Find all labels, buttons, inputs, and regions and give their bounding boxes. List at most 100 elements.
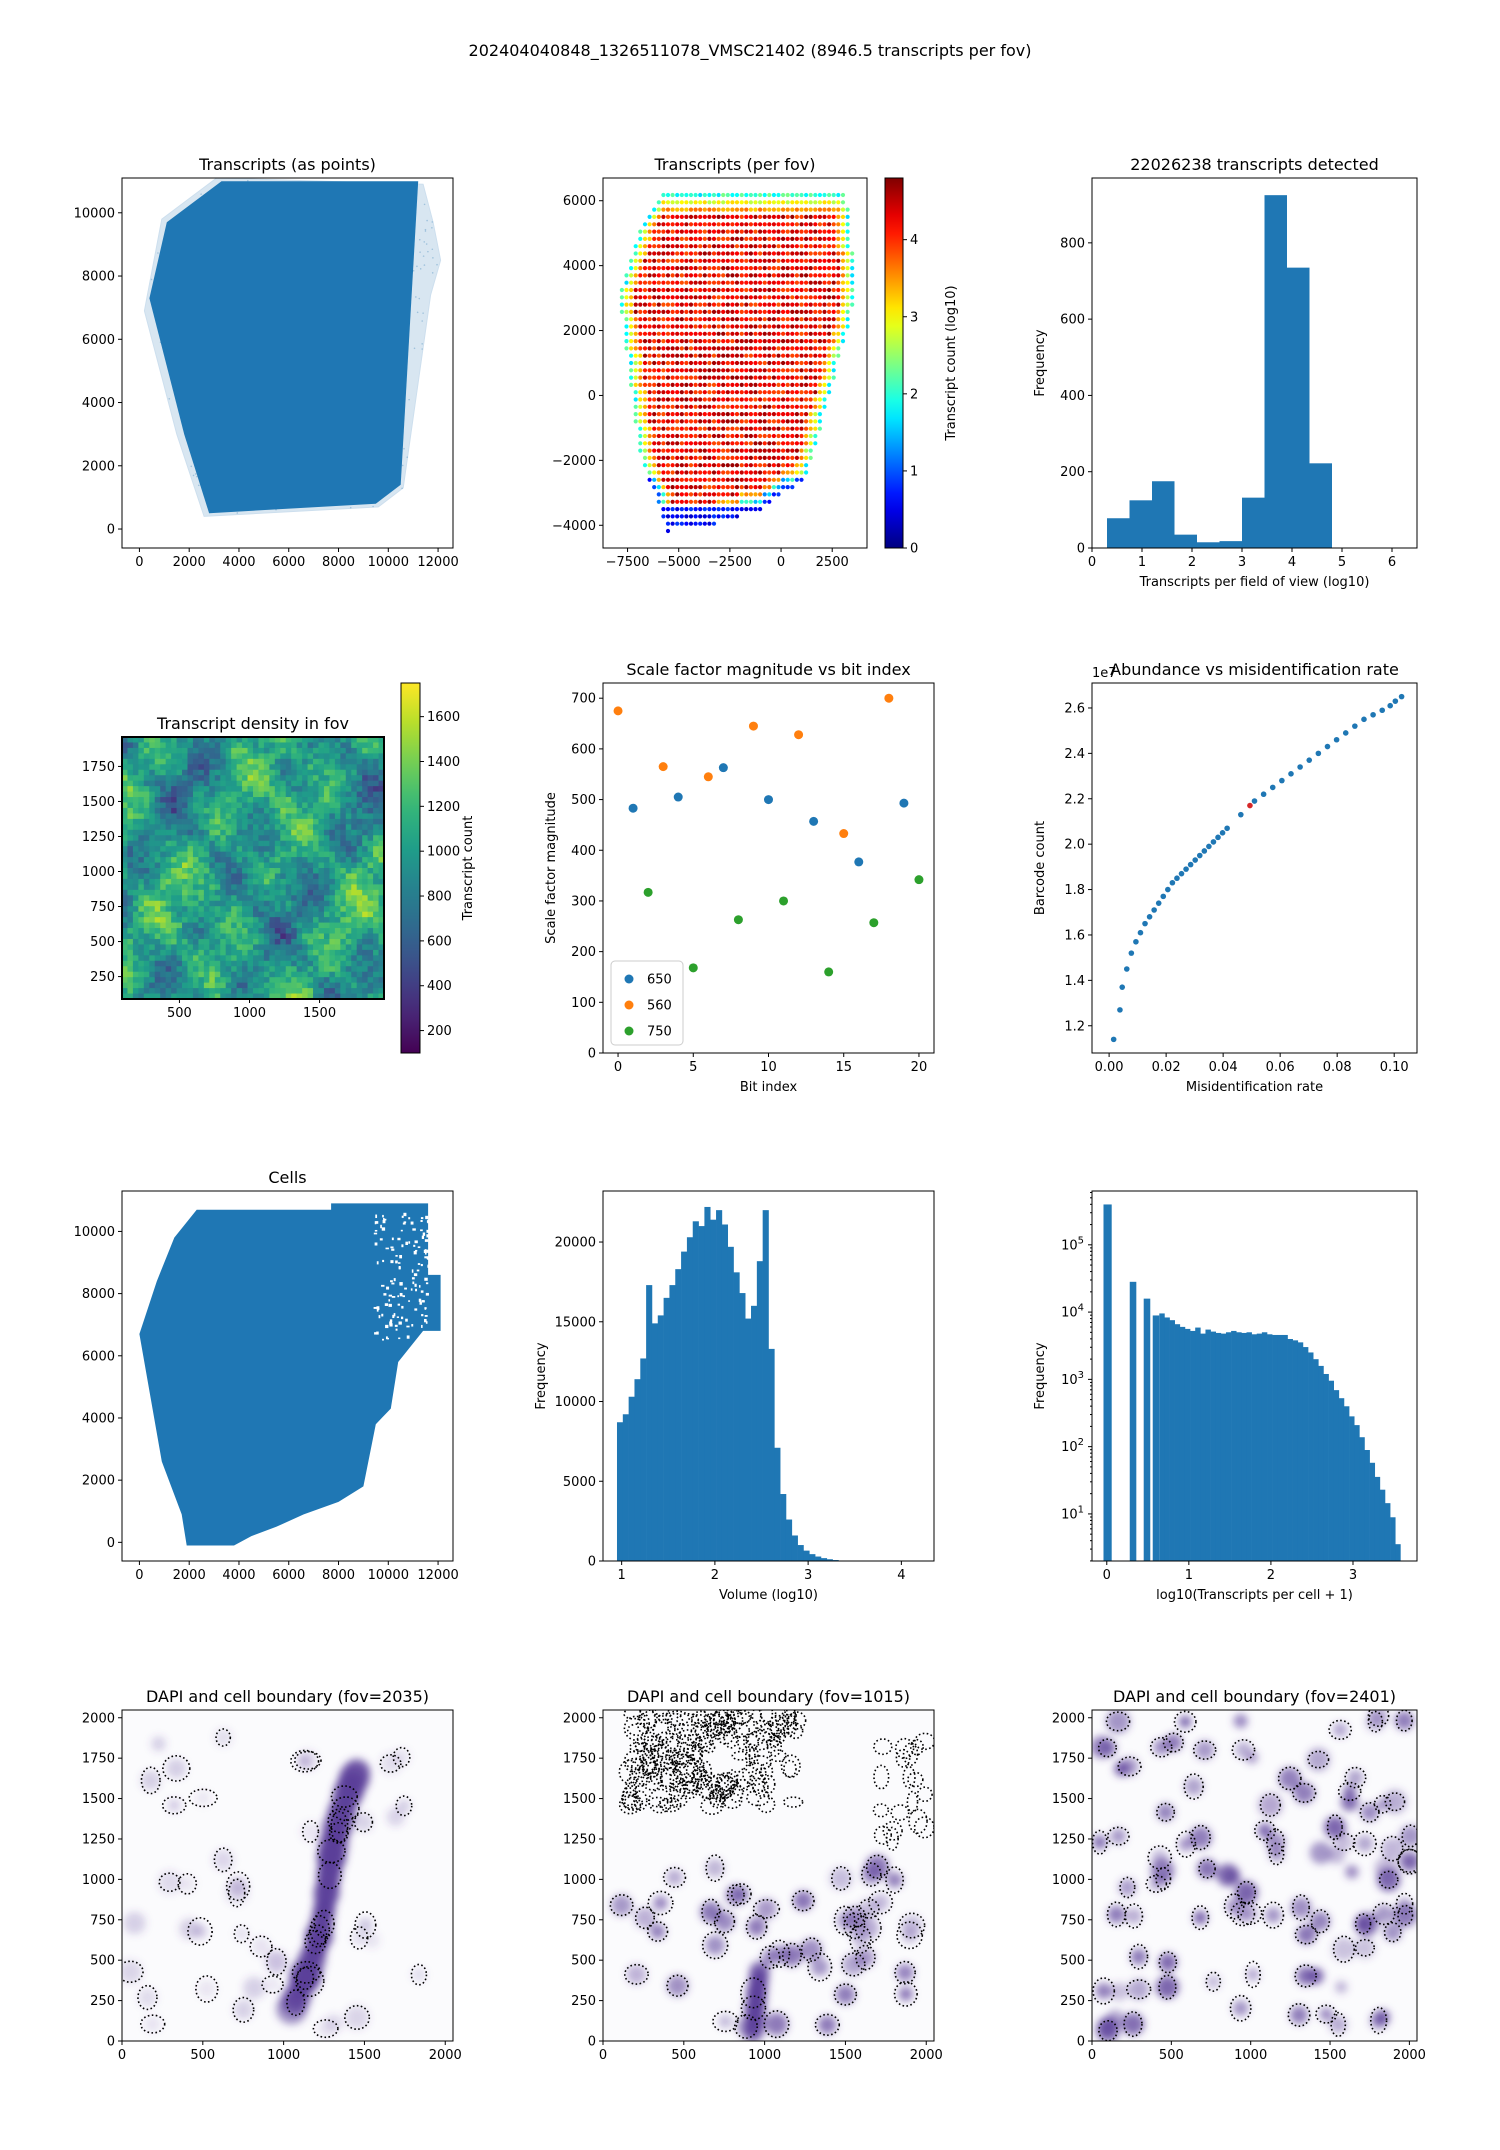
faint-transcript-point — [168, 397, 171, 400]
density-cell — [242, 977, 248, 984]
density-cell — [356, 742, 363, 749]
density-cell — [302, 988, 308, 994]
fov-point — [785, 339, 790, 344]
plot-area — [1103, 1204, 1401, 1561]
fov-point — [688, 309, 694, 314]
cells-gap — [389, 1321, 393, 1325]
density-cell — [334, 895, 341, 902]
fov-point — [730, 258, 735, 263]
fov-point — [799, 397, 804, 402]
density-cell — [154, 933, 161, 940]
density-cell — [176, 938, 183, 945]
density-cell — [291, 824, 298, 831]
fov-point — [776, 470, 781, 475]
fov-point — [767, 317, 772, 322]
density-cell — [367, 977, 374, 984]
density-cell — [329, 960, 336, 967]
density-cell — [285, 797, 292, 803]
fov-point — [840, 273, 846, 278]
density-cell — [296, 851, 303, 858]
density-cell — [171, 966, 177, 973]
fov-point — [794, 368, 800, 373]
density-cell — [247, 813, 254, 820]
density-cell — [192, 775, 199, 782]
y-tick-label: 103 — [1061, 1370, 1084, 1388]
density-cell — [313, 791, 319, 798]
faint-transcript-point — [419, 268, 422, 270]
density-cell — [323, 818, 330, 825]
density-cell — [231, 835, 238, 842]
density-cell — [285, 895, 292, 902]
fov-point — [817, 375, 823, 380]
cells-gap — [417, 1263, 421, 1265]
density-cell — [269, 824, 276, 831]
density-cell — [198, 862, 205, 869]
cells-gap — [427, 1219, 431, 1224]
density-cell — [247, 835, 254, 842]
fov-point — [642, 273, 648, 278]
fov-point — [647, 390, 652, 395]
fov-point — [675, 222, 680, 227]
fov-point — [688, 302, 694, 307]
density-cell — [318, 873, 325, 880]
density-cell — [138, 873, 145, 880]
density-cell — [187, 818, 194, 825]
fov-point — [744, 251, 749, 256]
density-cell — [329, 949, 336, 956]
density-cell — [269, 851, 276, 858]
density-cell — [373, 851, 379, 858]
fov-point — [725, 426, 730, 431]
hist-bar — [1210, 1331, 1217, 1561]
fov-point — [753, 448, 758, 453]
fov-point — [744, 229, 749, 234]
scatter-point-560 — [703, 772, 713, 782]
fov-point — [776, 200, 781, 205]
density-cell — [220, 742, 227, 749]
cells-gap — [422, 1232, 426, 1236]
density-cell — [340, 747, 347, 754]
fov-point — [817, 426, 823, 431]
fov-point — [688, 331, 694, 336]
fov-point — [647, 470, 652, 475]
fov-point — [781, 302, 786, 307]
fov-point — [730, 353, 735, 358]
fov-point — [633, 412, 638, 417]
density-cell — [318, 928, 325, 934]
fov-point — [675, 477, 680, 482]
fov-point — [698, 258, 703, 263]
hist-bar — [1190, 1330, 1196, 1561]
density-cell — [236, 900, 243, 907]
fov-point — [781, 455, 786, 460]
density-cell — [127, 737, 134, 743]
fov-point — [679, 295, 684, 300]
fov-point — [758, 426, 763, 431]
fov-point — [670, 514, 675, 519]
density-cell — [329, 955, 336, 962]
density-cell — [176, 737, 183, 743]
density-cell — [165, 758, 172, 765]
density-cell — [340, 835, 347, 842]
fov-point — [794, 426, 800, 431]
cells-gap — [390, 1260, 394, 1264]
fov-point — [827, 258, 832, 263]
fov-point — [762, 397, 767, 402]
fov-point — [776, 251, 781, 256]
fov-point — [762, 287, 767, 293]
density-cell — [138, 917, 145, 923]
y-tick-label: 0 — [588, 389, 596, 404]
density-cell — [214, 911, 221, 918]
density-cell — [122, 769, 128, 776]
fov-point — [827, 214, 832, 219]
y-tick-label: 800 — [1060, 236, 1085, 251]
fov-point — [748, 295, 754, 300]
density-cell — [269, 933, 276, 940]
fov-point — [840, 287, 846, 293]
fov-point — [702, 200, 707, 205]
fov-point — [647, 317, 652, 322]
density-cell — [367, 922, 374, 929]
density-cell — [138, 928, 145, 934]
fov-point — [785, 273, 790, 278]
density-cell — [127, 900, 134, 907]
fov-point — [684, 324, 689, 329]
density-cell — [198, 993, 205, 1000]
